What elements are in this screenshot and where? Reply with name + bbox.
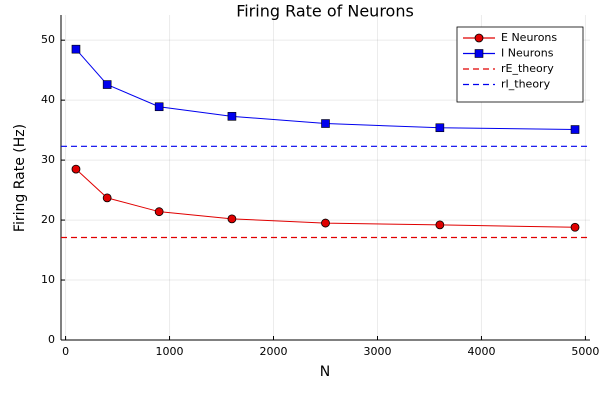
legend-marker bbox=[474, 33, 484, 43]
x-tick-label: 1000 bbox=[156, 345, 184, 358]
legend-label: rE_theory bbox=[501, 62, 554, 75]
data-point bbox=[71, 164, 81, 174]
data-point bbox=[570, 125, 580, 134]
x-tick-label: 2000 bbox=[260, 345, 288, 358]
y-tick-label: 40 bbox=[41, 93, 55, 106]
series-line bbox=[75, 168, 576, 228]
x-axis-label: N bbox=[320, 364, 330, 380]
data-point bbox=[154, 207, 164, 217]
data-point bbox=[154, 102, 164, 112]
y-tick-label: 0 bbox=[48, 333, 55, 346]
data-point bbox=[435, 123, 445, 133]
data-point bbox=[321, 218, 330, 228]
legend-label: E Neurons bbox=[501, 31, 557, 44]
data-point bbox=[227, 214, 237, 224]
x-tick-label: 0 bbox=[62, 345, 69, 358]
y-tick-label: 10 bbox=[41, 273, 55, 286]
x-tick-label: 5000 bbox=[571, 345, 599, 358]
x-tick-label: 3000 bbox=[363, 345, 391, 358]
legend-label: I Neurons bbox=[501, 47, 554, 60]
data-point bbox=[71, 44, 81, 54]
legend-marker bbox=[474, 49, 484, 58]
data-point bbox=[102, 193, 112, 203]
y-tick-label: 50 bbox=[41, 33, 55, 46]
data-point bbox=[570, 222, 580, 232]
legend-label: rI_theory bbox=[501, 78, 551, 91]
y-tick-label: 20 bbox=[41, 213, 55, 226]
y-axis-label: Firing Rate (Hz) bbox=[12, 124, 28, 232]
x-tick-label: 4000 bbox=[467, 345, 495, 358]
data-point bbox=[435, 220, 445, 230]
y-tick-label: 30 bbox=[41, 153, 55, 166]
data-point bbox=[227, 112, 237, 121]
data-point bbox=[102, 80, 112, 89]
data-point bbox=[321, 119, 330, 128]
chart-title: Firing Rate of Neurons bbox=[236, 2, 414, 21]
